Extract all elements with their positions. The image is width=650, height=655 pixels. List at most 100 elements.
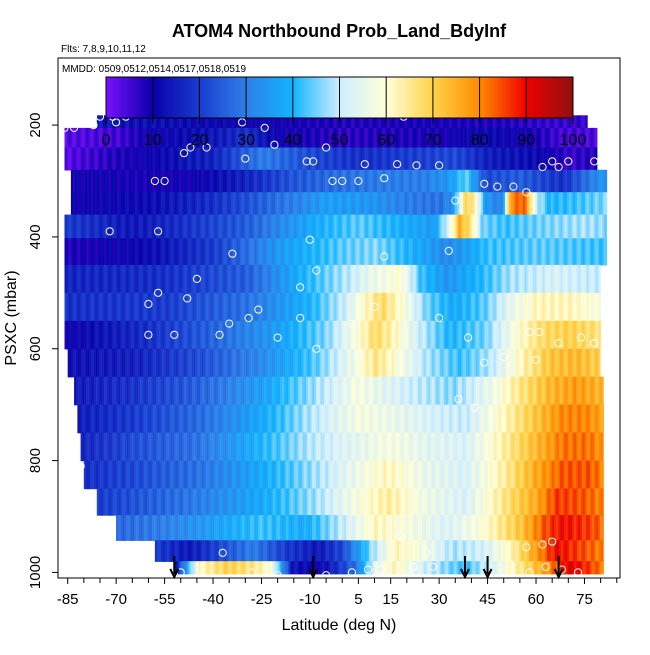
- heatmap-cell: [77, 265, 79, 294]
- heatmap-cell: [163, 265, 165, 294]
- heatmap-cell: [287, 238, 289, 265]
- heatmap-cell: [271, 321, 273, 350]
- heatmap-cell: [363, 170, 365, 193]
- heatmap-cell: [401, 215, 403, 239]
- heatmap-cell: [189, 265, 191, 294]
- heatmap-cell: [273, 540, 275, 562]
- heatmap-cell: [97, 148, 99, 171]
- heatmap-cell: [353, 489, 355, 516]
- heatmap-cell: [575, 321, 577, 350]
- heatmap-cell: [543, 238, 545, 265]
- heatmap-cell: [491, 192, 493, 215]
- heatmap-cell: [175, 265, 177, 294]
- heatmap-cell: [465, 148, 467, 171]
- heatmap-cell: [406, 349, 408, 378]
- heatmap-cell: [256, 377, 258, 406]
- heatmap-cell: [283, 405, 285, 434]
- heatmap-cell: [273, 265, 275, 294]
- heatmap-cell: [193, 215, 195, 239]
- heatmap-cell: [443, 540, 445, 562]
- heatmap-cell: [251, 405, 253, 434]
- heatmap-cell: [503, 192, 505, 215]
- heatmap-cell: [231, 540, 233, 562]
- heatmap-cell: [185, 489, 187, 516]
- heatmap-cell: [434, 515, 436, 541]
- heatmap-cell: [150, 349, 152, 378]
- heatmap-cell: [541, 265, 543, 294]
- heatmap-cell: [491, 293, 493, 322]
- heatmap-cell: [508, 561, 510, 574]
- heatmap-cell: [395, 215, 397, 239]
- heatmap-cell: [453, 148, 455, 171]
- heatmap-cell: [203, 321, 205, 350]
- heatmap-cell: [461, 489, 463, 516]
- heatmap-cell: [213, 148, 215, 171]
- heatmap-cell: [565, 489, 567, 516]
- heatmap-cell: [446, 377, 448, 406]
- heatmap-cell: [575, 265, 577, 294]
- heatmap-cell: [467, 128, 469, 148]
- heatmap-cell: [301, 215, 303, 239]
- heatmap-cell: [178, 349, 180, 378]
- heatmap-cell: [305, 433, 307, 462]
- heatmap-cell: [103, 215, 105, 239]
- heatmap-cell: [209, 489, 211, 516]
- heatmap-cell: [179, 238, 181, 265]
- heatmap-cell: [227, 433, 229, 462]
- heatmap-cell: [377, 265, 379, 294]
- heatmap-cell: [357, 321, 359, 350]
- heatmap-cell: [456, 349, 458, 378]
- heatmap-cell: [142, 515, 144, 541]
- heatmap-cell: [143, 148, 145, 171]
- heatmap-cell: [575, 433, 577, 462]
- heatmap-cell: [369, 192, 371, 215]
- heatmap-cell: [512, 461, 514, 490]
- heatmap-cell: [470, 561, 472, 574]
- heatmap-cell: [528, 561, 530, 574]
- heatmap-cell: [221, 405, 223, 434]
- heatmap-cell: [75, 293, 77, 322]
- heatmap-cell: [114, 461, 116, 490]
- heatmap-cell: [574, 377, 576, 406]
- heatmap-cell: [591, 192, 593, 215]
- heatmap-cell: [212, 515, 214, 541]
- heatmap-cell: [237, 405, 239, 434]
- heatmap-cell: [351, 293, 353, 322]
- heatmap-cell: [232, 377, 234, 406]
- heatmap-cell: [376, 515, 378, 541]
- heatmap-cell: [425, 148, 427, 171]
- heatmap-cell: [593, 433, 595, 462]
- heatmap-cell: [179, 433, 181, 462]
- heatmap-cell: [346, 377, 348, 406]
- heatmap-cell: [198, 561, 200, 574]
- heatmap-cell: [73, 321, 75, 350]
- heatmap-cell: [119, 293, 121, 322]
- heatmap-cell: [335, 265, 337, 294]
- heatmap-cell: [331, 148, 333, 171]
- heatmap-cell: [218, 349, 220, 378]
- heatmap-cell: [225, 148, 227, 171]
- heatmap-cell: [153, 433, 155, 462]
- heatmap-cell: [173, 405, 175, 434]
- heatmap-cell: [203, 433, 205, 462]
- heatmap-cell: [505, 321, 507, 350]
- heatmap-cell: [419, 321, 421, 350]
- heatmap-cell: [367, 170, 369, 193]
- heatmap-cell: [415, 405, 417, 434]
- heatmap-cell: [378, 377, 380, 406]
- heatmap-cell: [281, 405, 283, 434]
- heatmap-cell: [595, 489, 597, 516]
- heatmap-cell: [368, 461, 370, 490]
- heatmap-cell: [531, 433, 533, 462]
- heatmap-cell: [253, 321, 255, 350]
- heatmap-cell: [190, 561, 192, 574]
- heatmap-cell: [133, 265, 135, 294]
- heatmap-cell: [411, 265, 413, 294]
- heatmap-cell: [440, 515, 442, 541]
- heatmap-cell: [181, 433, 183, 462]
- heatmap-cell: [423, 192, 425, 215]
- heatmap-cell: [533, 433, 535, 462]
- heatmap-cell: [379, 215, 381, 239]
- heatmap-cell: [605, 170, 607, 193]
- heatmap-cell: [327, 540, 329, 562]
